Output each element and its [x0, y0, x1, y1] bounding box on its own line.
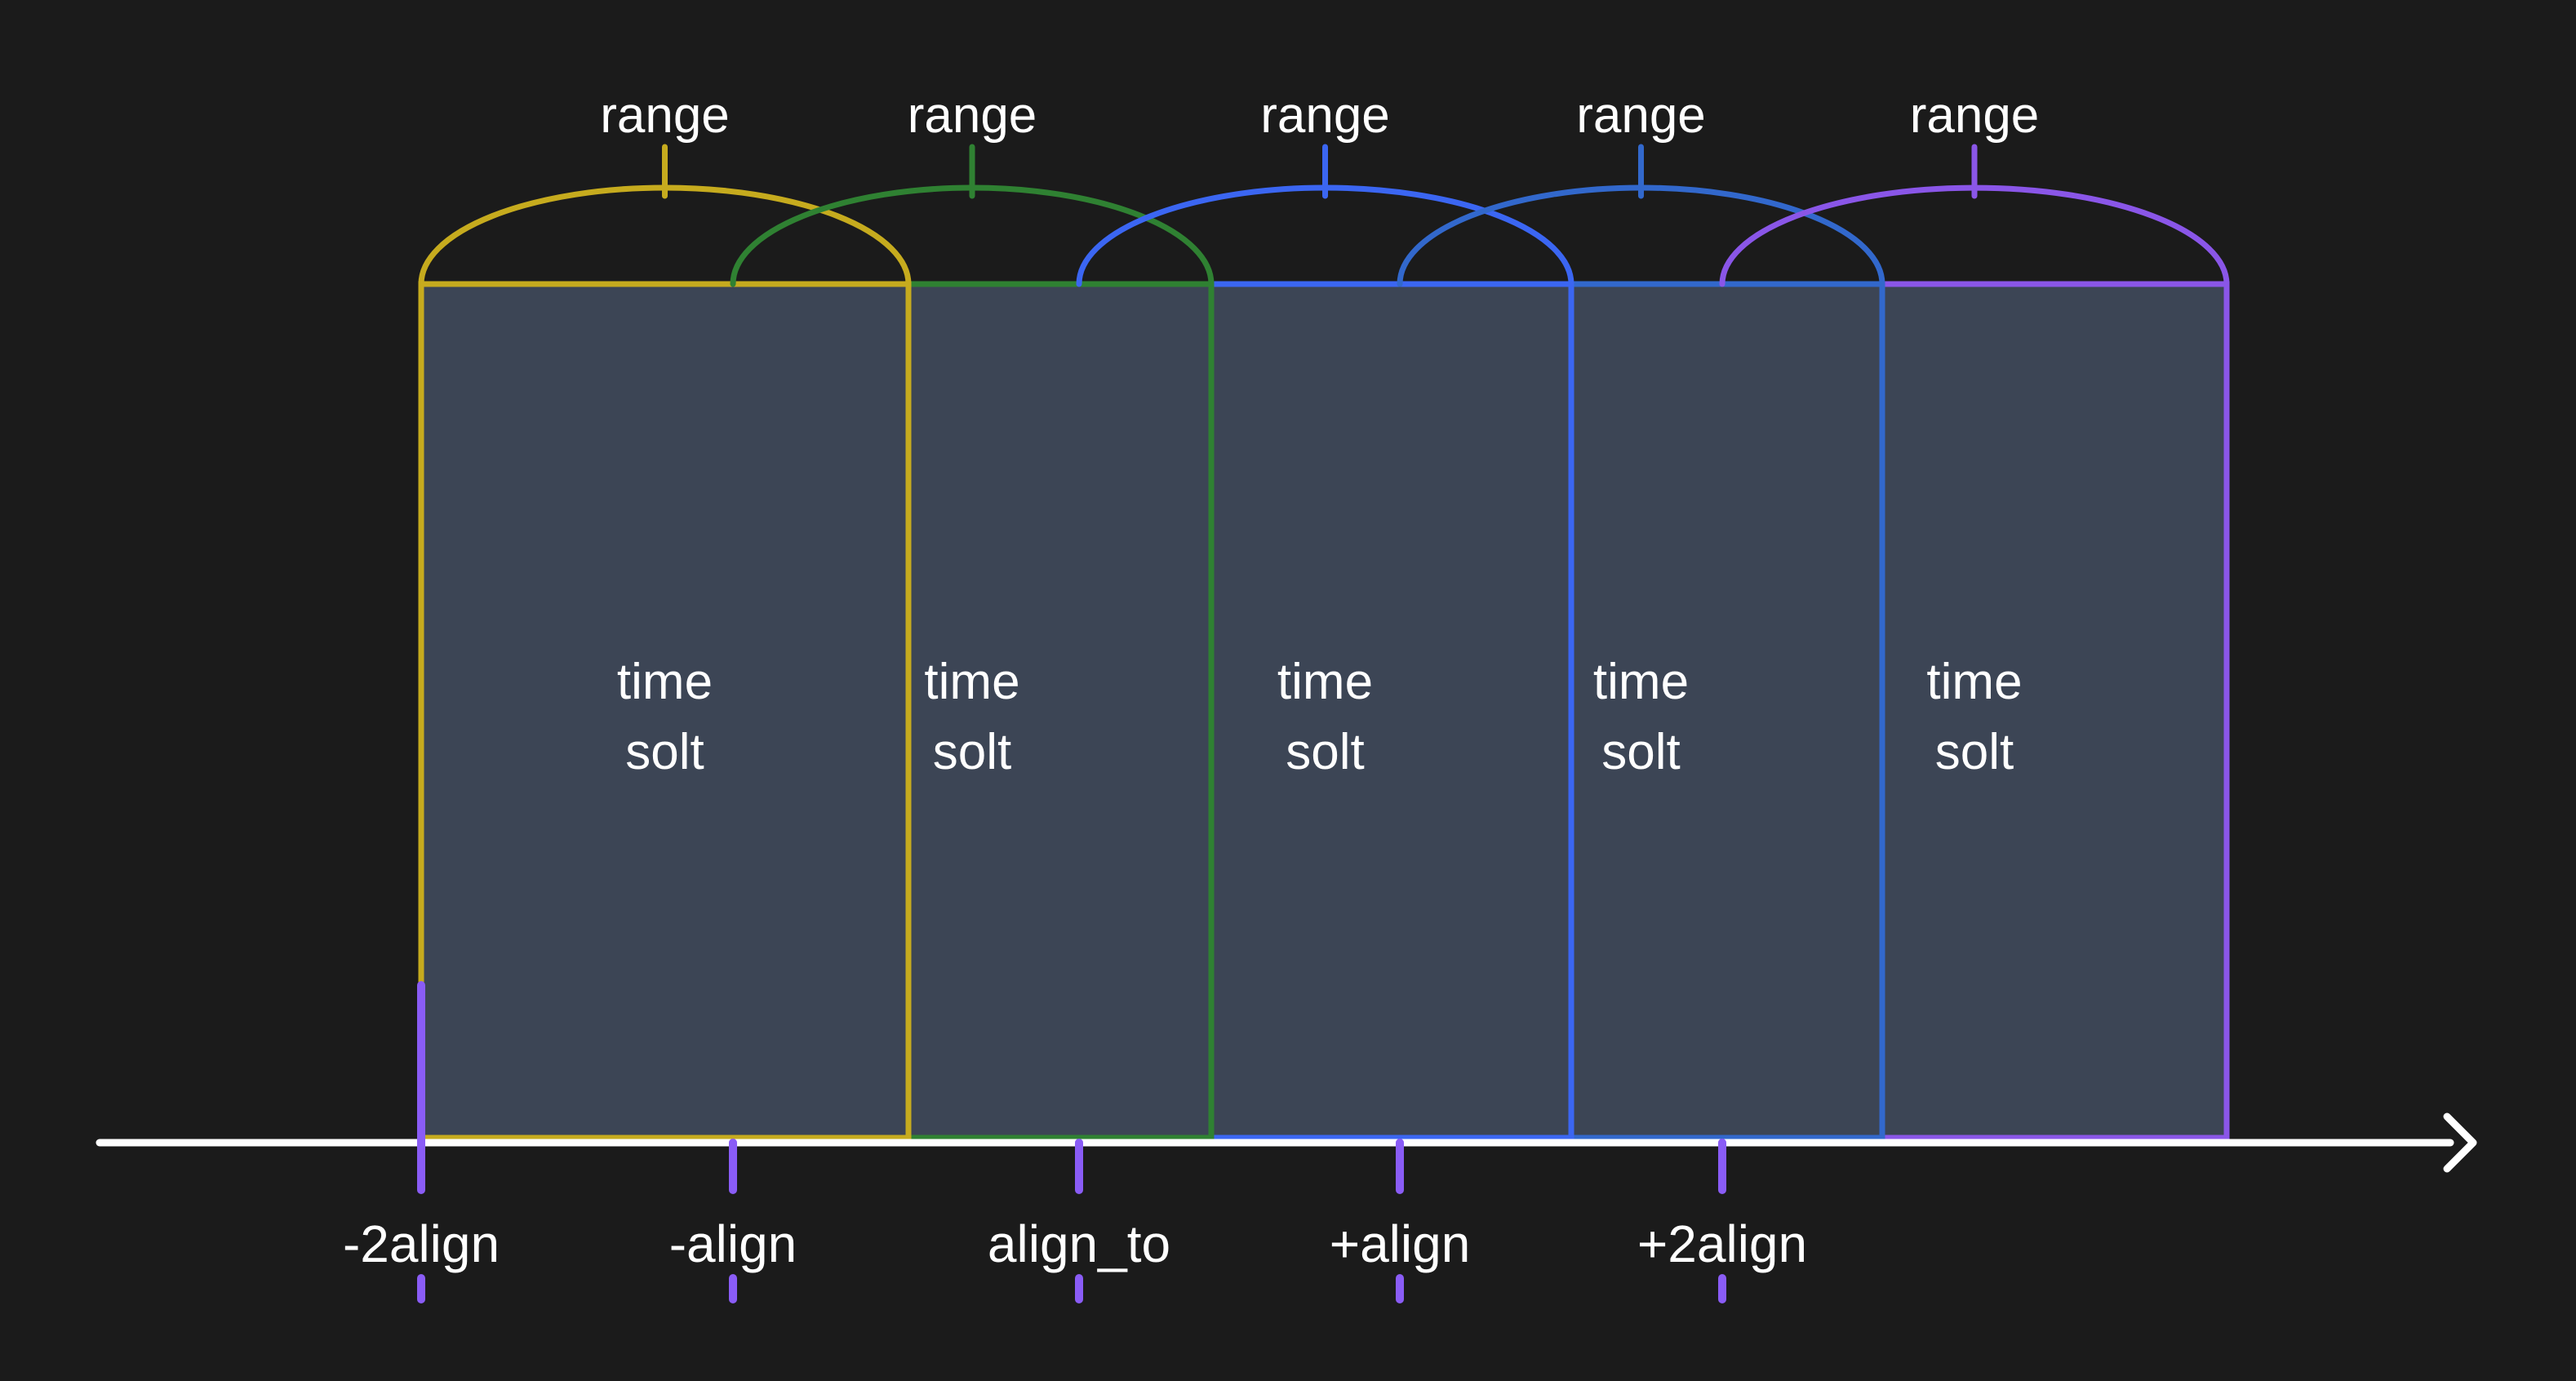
timeslot-rect: [1208, 281, 1574, 1141]
range-label: range: [1260, 87, 1390, 144]
range-arc: [1719, 184, 2230, 287]
timeslot-rect: [1568, 281, 1885, 1141]
tick-label: align_to: [988, 1214, 1170, 1273]
timeslot-label-line2: solt: [625, 724, 704, 780]
range-label: range: [1910, 87, 2040, 144]
range-arc: [1397, 184, 1885, 287]
timeslot-label-line1: time: [617, 654, 713, 710]
axis-arrowhead-icon: [2443, 1112, 2477, 1173]
timeslot-label-line2: solt: [933, 724, 1011, 780]
tick-label: -2align: [343, 1214, 500, 1273]
range-arc: [1076, 184, 1574, 287]
range-label: range: [600, 87, 730, 144]
timeslot-label-line1: time: [1593, 654, 1689, 710]
timeslot-label-line1: time: [924, 654, 1019, 710]
range-label: range: [908, 87, 1037, 144]
timeslot-rect: [1879, 281, 2230, 1141]
timeslot-label-line1: time: [1277, 654, 1373, 710]
timeslot-rect: [418, 281, 912, 1141]
timeslot-rect: [905, 281, 1215, 1141]
timeslot-label-line2: solt: [1286, 724, 1364, 780]
timeslot-label-line2: solt: [1935, 724, 2014, 780]
range-label: range: [1576, 87, 1706, 144]
timeslot-label-line1: time: [1926, 654, 2022, 710]
tick-label: +2align: [1637, 1214, 1807, 1273]
timeslot-label-line2: solt: [1601, 724, 1680, 780]
tick-label: -align: [669, 1214, 797, 1273]
tick-label: +align: [1330, 1214, 1471, 1273]
